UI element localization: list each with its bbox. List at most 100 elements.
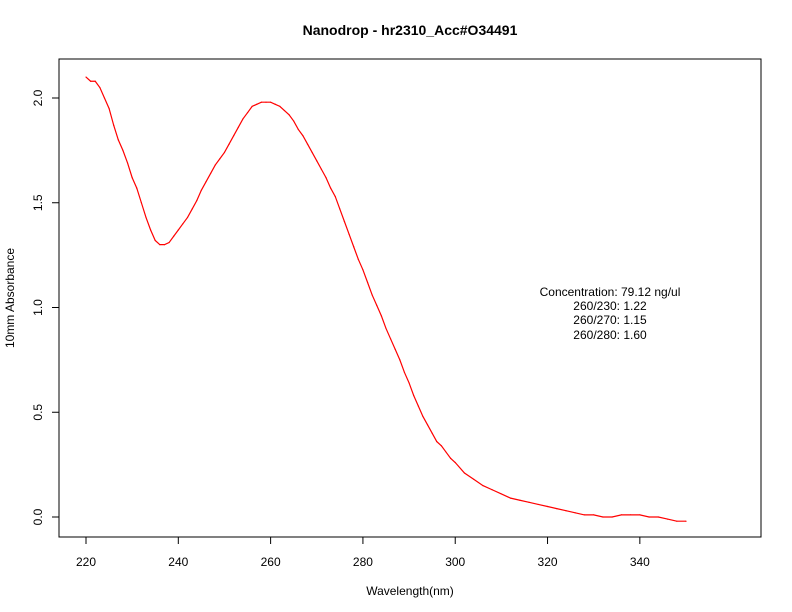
- data-point: [362, 269, 364, 271]
- data-point: [399, 359, 401, 361]
- data-point: [136, 187, 138, 189]
- data-point: [371, 294, 373, 296]
- y-tick-label: 1.5: [31, 194, 45, 211]
- data-point: [186, 216, 189, 219]
- data-point: [330, 187, 332, 189]
- y-axis: 0.0 0.5 1.0 1.5 2.0: [31, 89, 60, 525]
- x-axis-label: Wavelength(nm): [366, 584, 454, 598]
- y-tick-label: 1.0: [31, 299, 45, 316]
- data-point: [228, 143, 230, 145]
- data-point: [343, 221, 346, 223]
- data-point: [528, 501, 530, 503]
- data-point: [546, 505, 549, 508]
- data-point: [154, 239, 156, 242]
- series-points: [85, 76, 687, 522]
- data-point: [94, 80, 96, 82]
- data-point: [270, 101, 272, 103]
- data-point: [593, 514, 595, 516]
- data-point: [366, 281, 369, 283]
- data-point: [491, 489, 493, 491]
- data-point: [320, 168, 322, 170]
- x-tick-label: 240: [168, 555, 188, 569]
- data-point: [205, 181, 207, 183]
- data-point: [163, 244, 166, 246]
- data-point: [440, 445, 442, 447]
- data-point: [145, 216, 147, 219]
- data-point: [426, 424, 429, 426]
- data-point: [611, 516, 613, 518]
- data-point: [99, 86, 101, 89]
- data-point: [348, 233, 350, 235]
- data-point: [583, 514, 586, 516]
- data-point: [602, 516, 604, 518]
- x-tick-label: 340: [630, 555, 650, 569]
- data-point: [445, 451, 447, 453]
- data-point: [150, 229, 152, 231]
- data-point: [450, 457, 452, 459]
- data-point: [219, 158, 221, 160]
- data-point: [182, 223, 184, 225]
- data-point: [288, 114, 290, 116]
- data-point: [537, 503, 539, 506]
- data-point: [390, 338, 392, 340]
- data-point: [311, 151, 313, 154]
- data-point: [233, 135, 235, 137]
- y-axis-label: 10mm Absorbance: [3, 248, 17, 348]
- data-point: [620, 514, 622, 516]
- y-tick-label: 0.5: [31, 404, 45, 421]
- ratio-260-280-text: 260/280: 1.60: [573, 328, 647, 342]
- data-point: [210, 172, 212, 175]
- data-point: [293, 120, 295, 122]
- data-point: [500, 493, 502, 495]
- data-point: [431, 432, 433, 434]
- data-point: [103, 97, 106, 99]
- data-point: [376, 304, 378, 307]
- data-point: [353, 246, 355, 248]
- data-point: [473, 478, 475, 480]
- data-point: [251, 105, 253, 107]
- data-point: [140, 202, 142, 204]
- data-point: [168, 241, 170, 244]
- data-point: [639, 514, 641, 516]
- data-point: [283, 109, 286, 112]
- data-point: [85, 76, 87, 78]
- data-point: [306, 143, 309, 145]
- data-point: [630, 514, 632, 516]
- data-point: [274, 103, 276, 105]
- data-point: [394, 348, 396, 350]
- data-point: [357, 258, 359, 260]
- data-point: [334, 195, 336, 198]
- data-point: [666, 518, 669, 520]
- x-tick-label: 260: [261, 555, 281, 569]
- data-point: [237, 126, 239, 128]
- data-point: [302, 135, 304, 137]
- data-point: [413, 394, 415, 397]
- data-point: [565, 510, 567, 512]
- data-point: [482, 484, 484, 487]
- data-point: [265, 101, 267, 103]
- data-point: [131, 177, 133, 179]
- concentration-text: Concentration: 79.12 ng/ul: [540, 285, 681, 299]
- y-tick-label: 0.0: [31, 508, 45, 525]
- x-tick-label: 320: [538, 555, 558, 569]
- data-point: [117, 139, 119, 141]
- stats-annotation: Concentration: 79.12 ng/ul 260/230: 1.22…: [540, 285, 681, 342]
- data-point: [90, 80, 92, 82]
- data-point: [463, 472, 466, 474]
- data-point: [122, 149, 124, 151]
- data-point: [510, 497, 512, 499]
- data-point: [648, 516, 650, 518]
- data-point: [279, 105, 281, 107]
- data-point: [196, 200, 198, 202]
- absorbance-series-line: [85, 76, 686, 522]
- data-point: [316, 160, 318, 162]
- data-point: [325, 177, 327, 179]
- x-tick-label: 300: [445, 555, 465, 569]
- data-point: [657, 516, 659, 518]
- data-point: [108, 107, 110, 110]
- data-point: [126, 162, 129, 164]
- data-point: [556, 508, 558, 510]
- chart-title: Nanodrop - hr2310_Acc#O34491: [303, 22, 518, 38]
